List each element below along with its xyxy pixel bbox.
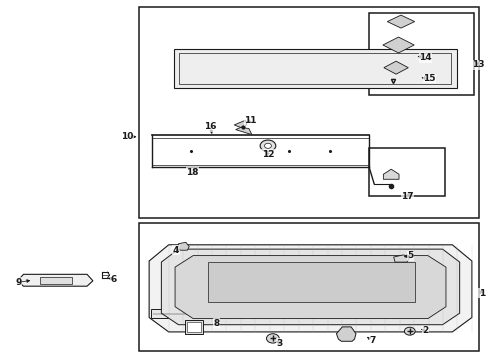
Text: 6: 6: [111, 274, 117, 284]
Text: 8: 8: [213, 319, 219, 328]
Text: 12: 12: [261, 150, 274, 158]
Bar: [368, 13, 473, 95]
Polygon shape: [18, 274, 93, 286]
Text: 13: 13: [471, 60, 484, 69]
Text: 11: 11: [244, 116, 256, 125]
Circle shape: [264, 143, 271, 148]
Polygon shape: [386, 15, 414, 28]
Bar: [40, 277, 72, 284]
Text: 17: 17: [400, 192, 413, 201]
Bar: [150, 309, 294, 318]
Bar: [139, 7, 478, 218]
Text: 4: 4: [172, 246, 179, 255]
Polygon shape: [207, 262, 414, 302]
Polygon shape: [149, 245, 471, 332]
Text: 16: 16: [203, 122, 216, 131]
Text: 9: 9: [15, 278, 22, 287]
Text: 10: 10: [121, 132, 134, 141]
Polygon shape: [173, 49, 456, 88]
Circle shape: [404, 327, 414, 335]
Text: 3: 3: [276, 338, 282, 348]
Text: 14: 14: [418, 53, 431, 62]
Polygon shape: [235, 127, 251, 135]
Bar: [184, 320, 203, 334]
Circle shape: [260, 140, 275, 152]
Text: 18: 18: [186, 167, 199, 176]
Polygon shape: [178, 242, 189, 250]
Polygon shape: [382, 37, 413, 53]
Polygon shape: [383, 169, 398, 179]
Polygon shape: [336, 327, 355, 341]
Bar: [139, 223, 478, 351]
Text: 7: 7: [368, 336, 375, 345]
Circle shape: [266, 334, 279, 343]
Polygon shape: [393, 255, 409, 262]
Polygon shape: [175, 256, 445, 319]
Bar: [187, 322, 201, 332]
Text: 1: 1: [478, 289, 484, 298]
Polygon shape: [383, 61, 407, 74]
Text: 5: 5: [407, 251, 413, 260]
Polygon shape: [161, 249, 459, 325]
Text: 15: 15: [422, 74, 435, 83]
Bar: [368, 148, 444, 196]
Text: 2: 2: [422, 326, 427, 335]
Polygon shape: [234, 120, 246, 127]
